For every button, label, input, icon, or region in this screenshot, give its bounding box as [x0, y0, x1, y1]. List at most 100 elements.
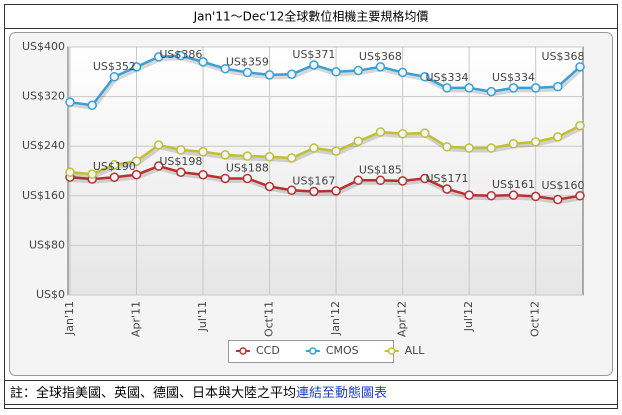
data-point [442, 184, 452, 194]
data-point [109, 172, 120, 182]
legend-label: CCD [256, 344, 280, 357]
x-tick-label: Apr'11 [130, 301, 143, 337]
data-label: US$334 [425, 71, 468, 84]
data-label: US$371 [292, 48, 335, 61]
data-point [486, 143, 497, 153]
footer-bar [4, 380, 618, 405]
legend-label: ALL [405, 344, 426, 357]
data-label: US$368 [541, 50, 584, 63]
data-point [131, 62, 142, 72]
data-point [375, 175, 386, 186]
data-point [397, 67, 408, 78]
x-tick-label: Jul'12 [462, 301, 475, 332]
data-point [286, 185, 297, 195]
data-point [264, 70, 275, 80]
data-point [264, 151, 275, 162]
data-point [397, 129, 408, 139]
series-shadow [70, 125, 583, 179]
data-point [442, 83, 452, 93]
data-point [420, 72, 430, 82]
legend-swatch [387, 347, 396, 355]
data-point [198, 57, 208, 67]
y-tick-label: US$160 [22, 189, 65, 202]
data-point [508, 83, 519, 93]
data-point [131, 156, 142, 166]
data-point [153, 161, 164, 171]
x-tick-label: Oct'11 [263, 301, 276, 337]
data-label: US$352 [93, 60, 136, 73]
data-point [286, 69, 297, 80]
y-tick-label: US$240 [22, 139, 65, 152]
data-point [486, 86, 497, 97]
data-point [242, 67, 253, 78]
data-point [486, 191, 497, 201]
data-point [242, 151, 253, 161]
data-point [553, 81, 563, 92]
y-tick-label: US$320 [22, 90, 65, 103]
data-point [220, 63, 230, 74]
data-point [375, 62, 386, 72]
data-point [331, 146, 341, 156]
legend-swatch [239, 347, 247, 355]
data-point [353, 175, 364, 186]
data-label: US$161 [492, 178, 535, 191]
data-point [530, 137, 541, 147]
data-point [353, 65, 364, 76]
data-point [153, 140, 164, 150]
data-point [397, 176, 408, 186]
data-point [575, 191, 585, 201]
legend-label: CMOS [326, 344, 359, 357]
data-point [309, 186, 319, 197]
y-tick-label: US$80 [29, 238, 65, 251]
data-point [575, 62, 585, 72]
data-label: US$368 [359, 50, 402, 63]
data-point [442, 142, 452, 152]
data-point [464, 83, 474, 93]
data-point [464, 190, 474, 200]
data-point [109, 160, 120, 170]
data-label: US$359 [226, 55, 269, 68]
data-point [264, 181, 275, 192]
data-point [176, 167, 186, 177]
data-point [131, 169, 142, 180]
x-tick-label: Oct'12 [529, 301, 542, 337]
data-point [530, 191, 541, 202]
footer-link[interactable]: 連結至動態圖表 [296, 385, 387, 401]
data-label: US$160 [541, 179, 584, 192]
data-point [309, 60, 319, 70]
legend-swatch [309, 347, 317, 355]
data-label: US$334 [492, 71, 535, 84]
x-tick-label: Jul'11 [196, 301, 209, 332]
data-label: US$167 [292, 174, 335, 187]
data-point [375, 127, 386, 137]
data-point [176, 50, 186, 61]
data-point [420, 173, 430, 184]
data-point [87, 169, 97, 179]
data-point [331, 67, 341, 77]
data-point [87, 100, 97, 111]
data-label: US$188 [226, 161, 269, 174]
data-point [109, 72, 120, 82]
data-point [464, 143, 474, 153]
plot-area [67, 46, 584, 296]
title-bar [4, 4, 618, 29]
data-point [65, 97, 75, 107]
data-label: US$386 [159, 48, 202, 61]
x-tick-label: Jan'12 [329, 301, 342, 336]
footer-note: 註：全球指美國、英國、德國、日本與大陸之平均連結至動態圖表 [10, 385, 387, 401]
data-point [242, 173, 253, 184]
data-point [331, 186, 341, 196]
x-tick-label: Jan'11 [63, 301, 76, 336]
data-point [309, 143, 319, 153]
data-point [153, 52, 164, 62]
data-point [508, 138, 519, 149]
data-point [575, 120, 585, 131]
data-point [286, 153, 297, 163]
data-point [176, 145, 186, 155]
data-label: US$185 [359, 163, 402, 176]
data-point [353, 136, 364, 146]
data-point [220, 150, 230, 160]
data-point [530, 83, 541, 93]
x-tick-label: Apr'12 [396, 301, 409, 337]
